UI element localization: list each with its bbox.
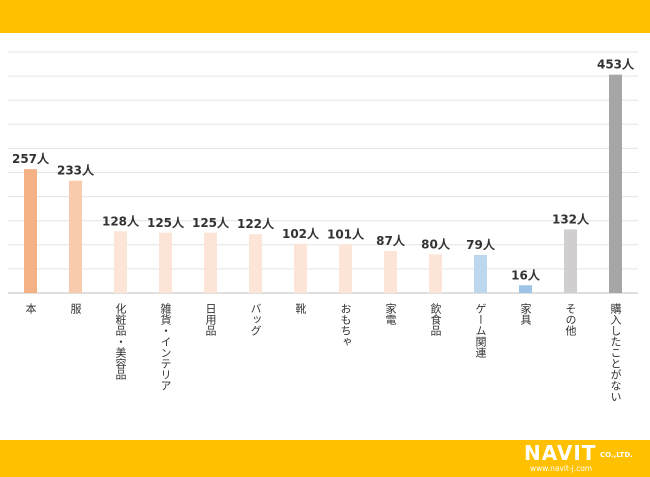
- bar: [609, 74, 622, 294]
- value-label: 132人: [552, 211, 590, 226]
- bar: [519, 285, 532, 293]
- value-label: 453人: [597, 57, 635, 72]
- category-label: 服: [69, 303, 82, 315]
- category-label: バッグ: [249, 303, 262, 336]
- category-label: その他: [564, 303, 577, 336]
- bar: [429, 254, 442, 293]
- category-label: おもちゃ: [339, 303, 352, 347]
- category-label: 雑貨・インテリア: [159, 302, 172, 391]
- category-label: 飲食品: [429, 302, 442, 336]
- gridlines: [8, 51, 638, 294]
- value-label: 233人: [57, 163, 95, 178]
- value-label: 125人: [147, 215, 185, 230]
- top-banner: [0, 0, 650, 33]
- category-label: 靴: [294, 302, 307, 315]
- bar: [384, 251, 397, 293]
- logo-suffix: CO.,LTD.: [600, 451, 633, 459]
- bar-chart: 257人 233人 128人 125人 125人 122人 102人 101人 87人 80人 79…: [8, 51, 638, 402]
- bars: [24, 74, 622, 294]
- bar: [204, 232, 217, 293]
- value-label: 122人: [237, 216, 275, 231]
- bar: [249, 234, 262, 293]
- bar: [474, 254, 487, 293]
- category-label: 購入したことがない: [609, 302, 622, 402]
- category-labels: 本 服 化粧品・美容品 雑貨・インテリア 日用品 バッグ 靴 おもちゃ 家電 飲食品 ゲーム関連 家具…: [24, 302, 622, 402]
- bar: [159, 232, 172, 293]
- bar: [564, 229, 577, 293]
- category-label: 家具: [519, 302, 532, 325]
- bar: [339, 244, 352, 293]
- category-label: 家電: [384, 302, 397, 325]
- value-label: 128人: [102, 213, 140, 228]
- value-label: 80人: [421, 236, 451, 251]
- value-label: 257人: [12, 151, 50, 166]
- logo-url: www.navit-j.com: [530, 464, 593, 473]
- category-label: 日用品: [204, 303, 217, 336]
- bottom-banner: [0, 440, 650, 477]
- value-label: 102人: [282, 226, 320, 241]
- bar: [294, 243, 307, 293]
- logo-wordmark: NAVIT: [524, 441, 597, 465]
- category-label: 本: [24, 302, 37, 315]
- value-label: 79人: [466, 237, 496, 252]
- company-logo: NAVIT CO.,LTD. www.navit-j.com: [524, 442, 636, 475]
- bar: [69, 180, 82, 293]
- bar: [24, 169, 37, 293]
- category-label: 化粧品・美容品: [114, 302, 127, 380]
- value-label: 87人: [376, 233, 406, 248]
- value-label: 16人: [511, 267, 541, 282]
- value-labels: 257人 233人 128人 125人 125人 122人 102人 101人 87人 80人 79…: [12, 57, 635, 283]
- bar: [114, 231, 127, 293]
- value-label: 125人: [192, 215, 230, 230]
- category-label: ゲーム関連: [474, 303, 487, 358]
- value-label: 101人: [327, 226, 365, 241]
